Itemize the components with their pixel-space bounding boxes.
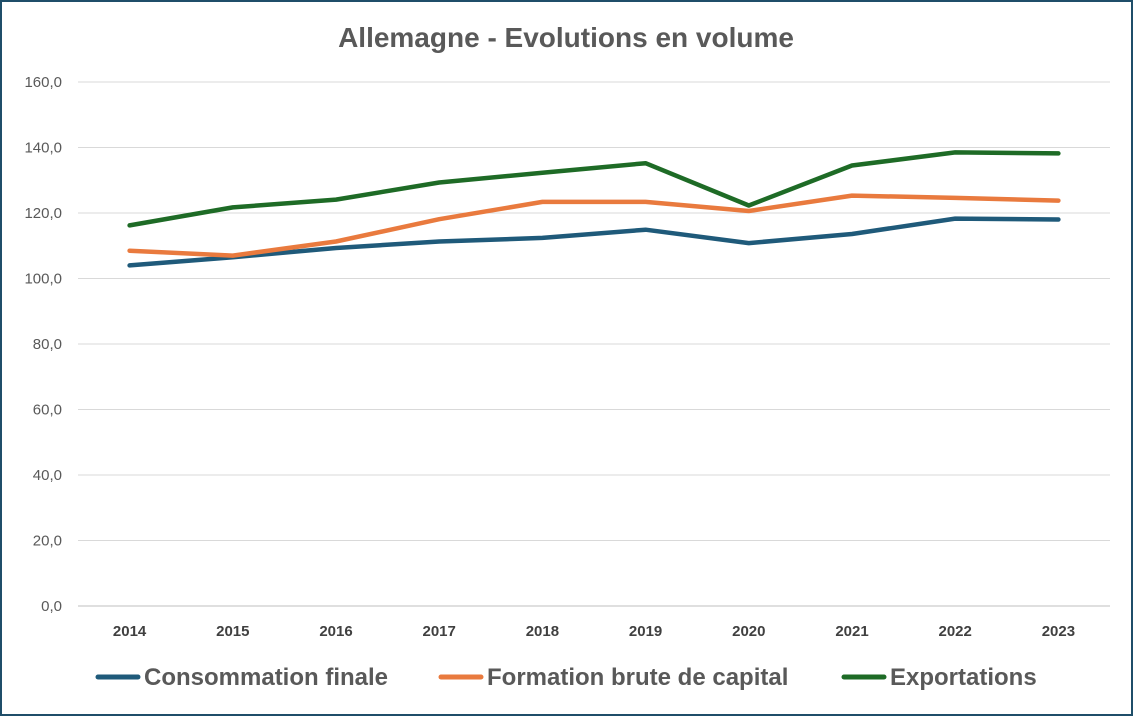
series-lines <box>127 150 1061 268</box>
y-tick-label: 80,0 <box>33 336 62 353</box>
y-tick-label: 120,0 <box>24 205 62 222</box>
x-axis-ticks: 2014 2015 2016 2017 2018 2019 2020 2021 2022 2023 <box>113 623 1075 640</box>
x-tick-label: 2015 <box>216 623 249 640</box>
x-tick-label: 2022 <box>939 623 972 640</box>
x-tick-label: 2017 <box>423 623 456 640</box>
y-tick-label: 40,0 <box>33 467 62 484</box>
y-tick-label: 0,0 <box>41 598 62 615</box>
x-tick-label: 2020 <box>732 623 765 640</box>
y-axis-ticks: 0,0 20,0 40,0 60,0 80,0 100,0 120,0 140,0 160,0 <box>24 74 62 615</box>
legend-item: Formation brute de capital <box>438 664 788 691</box>
legend-item: Consommation finale <box>95 664 388 691</box>
gridlines <box>78 81 1110 607</box>
x-tick-label: 2019 <box>629 623 662 640</box>
series-line <box>127 193 1061 258</box>
legend-label: Exportations <box>890 664 1037 691</box>
series-line <box>127 216 1061 268</box>
x-tick-label: 2014 <box>113 623 147 640</box>
legend: Consommation finale Formation brute de ca… <box>95 664 1037 691</box>
chart-title: Allemagne - Evolutions en volume <box>338 22 794 53</box>
x-tick-label: 2018 <box>526 623 559 640</box>
y-tick-label: 100,0 <box>24 271 62 288</box>
y-tick-label: 20,0 <box>33 533 62 550</box>
x-tick-label: 2016 <box>319 623 352 640</box>
y-tick-label: 160,0 <box>24 74 62 91</box>
y-tick-label: 60,0 <box>33 402 62 419</box>
x-tick-label: 2023 <box>1042 623 1075 640</box>
x-tick-label: 2021 <box>835 623 868 640</box>
series-line <box>127 150 1061 228</box>
legend-item: Exportations <box>841 664 1037 691</box>
legend-label: Consommation finale <box>144 664 388 691</box>
legend-label: Formation brute de capital <box>487 664 788 691</box>
y-tick-label: 140,0 <box>24 140 62 157</box>
